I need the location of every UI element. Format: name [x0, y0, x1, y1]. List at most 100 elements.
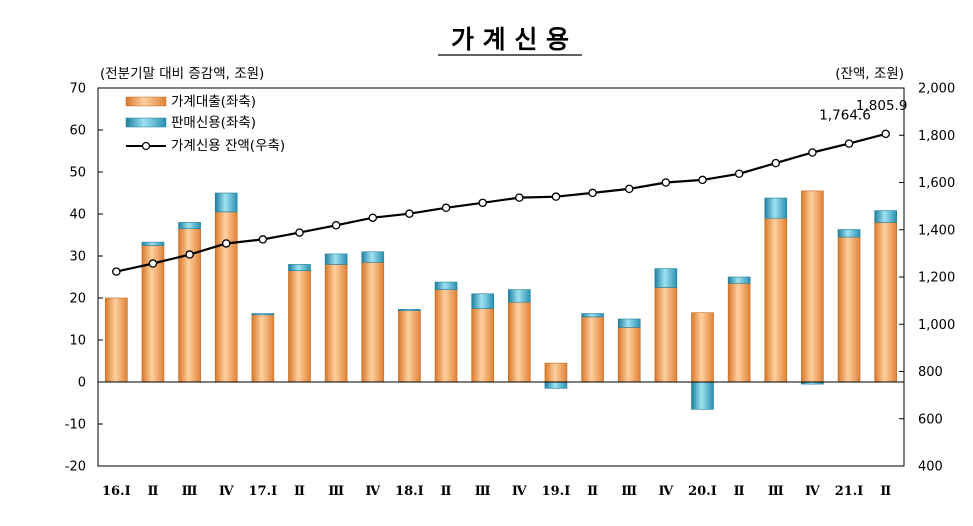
loan-bar [324, 264, 348, 383]
x-tick-label: Ⅲ [328, 484, 344, 499]
balance-point [478, 198, 487, 208]
left-axis: 70 60 50 40 30 20 10 0 -10 -20 [65, 82, 103, 475]
legend-swatch-sales-credit [125, 117, 167, 128]
right-tick-label: 1,600 [918, 176, 955, 191]
sales-credit-bar [398, 309, 421, 311]
right-tick-label: 600 [918, 412, 943, 427]
x-tick-label: Ⅳ [219, 484, 234, 499]
legend-swatch-loans [125, 96, 167, 107]
loan-bar [654, 287, 678, 383]
sales-credit-bar [471, 293, 494, 309]
left-tick-label: -20 [65, 460, 86, 475]
sales-credit-bar [288, 264, 311, 271]
balance-point [734, 169, 744, 179]
right-tick-label: 800 [918, 365, 943, 380]
loan-bar [617, 327, 641, 383]
sales-credit-bar [581, 313, 604, 318]
x-tick-label: Ⅳ [365, 484, 380, 499]
legend-label-sales-credit: 판매신용(좌축) [171, 115, 256, 131]
sales-credit-bar [508, 289, 531, 303]
balance-point [112, 267, 121, 276]
balance-point [624, 184, 634, 194]
loan-bar [251, 314, 275, 383]
x-tick-label: Ⅲ [768, 484, 784, 499]
legend: 가계대출(좌축) 판매신용(좌축) 가계신용 잔액(우축) [125, 94, 285, 154]
x-axis: 16.Ⅰ Ⅱ Ⅲ Ⅳ 17.Ⅰ Ⅱ Ⅲ Ⅳ 18.Ⅰ Ⅱ Ⅲ Ⅳ 19.Ⅰ Ⅱ Ⅲ Ⅳ 20.Ⅰ Ⅱ Ⅲ Ⅳ 21.Ⅰ Ⅱ [102, 484, 891, 499]
loan-bar [471, 308, 494, 383]
sales-credit-bar [178, 222, 201, 229]
loan-bar [764, 217, 788, 383]
loan-bar [361, 261, 385, 383]
right-tick-label: 1,200 [918, 271, 955, 286]
loan-bar [544, 362, 568, 383]
sales-credit-bar [654, 268, 678, 288]
x-tick-label: Ⅲ [182, 484, 198, 499]
sales-credit-bar [324, 253, 348, 265]
right-axis: 2,000 1,800 1,600 1,400 1,200 1,000 800 600 400 [899, 82, 955, 475]
balance-point [148, 259, 158, 268]
balance-point [221, 239, 231, 248]
balance-point [405, 209, 414, 218]
loan-bar [801, 190, 824, 383]
left-tick-label: 40 [69, 208, 86, 223]
data-label: 1,764.6 [819, 108, 871, 124]
sales-credit-bar [727, 276, 751, 284]
left-tick-label: 70 [69, 82, 86, 97]
sales-credit-bar [837, 229, 861, 238]
balance-point [258, 235, 268, 244]
loan-bar [288, 270, 311, 383]
balance-point [844, 139, 854, 148]
x-tick-label: Ⅳ [512, 484, 527, 499]
sales-credit-bar [874, 210, 897, 223]
left-tick-label: 20 [69, 292, 86, 307]
loan-bar [727, 282, 751, 383]
x-tick-label: Ⅱ [880, 484, 891, 499]
x-tick-label: Ⅱ [587, 484, 598, 499]
x-tick-label: 16.Ⅰ [102, 484, 131, 499]
balance-point [661, 178, 671, 187]
loan-bar [105, 297, 128, 383]
loan-bar [398, 310, 421, 383]
x-tick-label: Ⅳ [658, 484, 673, 499]
balance-point [185, 250, 194, 259]
sales-credit-bar [544, 381, 568, 389]
x-tick-label: Ⅱ [294, 484, 305, 499]
balance-point [588, 188, 597, 198]
x-tick-label: Ⅱ [147, 484, 158, 499]
left-tick-label: 10 [69, 334, 86, 349]
balance-point [771, 158, 781, 168]
sales-credit-bar [617, 318, 641, 328]
right-tick-label: 1,400 [918, 223, 955, 238]
left-tick-label: 30 [69, 250, 86, 265]
x-tick-label: Ⅲ [621, 484, 637, 499]
left-tick-label: 50 [69, 166, 86, 181]
right-tick-label: 2,000 [918, 82, 955, 97]
loan-bar [837, 236, 861, 383]
x-tick-label: Ⅱ [441, 484, 452, 499]
sales-credit-bar [141, 241, 165, 246]
left-tick-label: -10 [65, 418, 86, 433]
balance-point [551, 192, 561, 201]
left-tick-label: 60 [69, 124, 86, 139]
x-tick-label: Ⅱ [734, 484, 745, 499]
loan-bar [214, 211, 238, 383]
chart-title: 가 계 신 용 [451, 25, 569, 54]
x-tick-label: 17.Ⅰ [249, 484, 278, 499]
balance-line-series [112, 129, 890, 276]
right-tick-label: 400 [918, 460, 943, 475]
sales-credit-bar [691, 381, 714, 410]
balance-line [116, 132, 886, 273]
right-axis-unit: (잔액, 조원) [835, 66, 904, 82]
sales-credit-bar [434, 281, 458, 290]
balance-point [881, 129, 890, 139]
x-tick-label: Ⅳ [805, 484, 820, 499]
legend-label-balance: 가계신용 잔액(우축) [171, 138, 285, 154]
balance-point [331, 221, 341, 230]
loan-bar [508, 301, 531, 383]
right-tick-label: 1,800 [918, 129, 955, 144]
balance-point [368, 213, 378, 222]
x-tick-label: 21.Ⅰ [835, 484, 864, 499]
left-tick-label: 0 [78, 376, 86, 391]
left-axis-unit: (전분기말 대비 증감액, 조원) [100, 66, 264, 82]
